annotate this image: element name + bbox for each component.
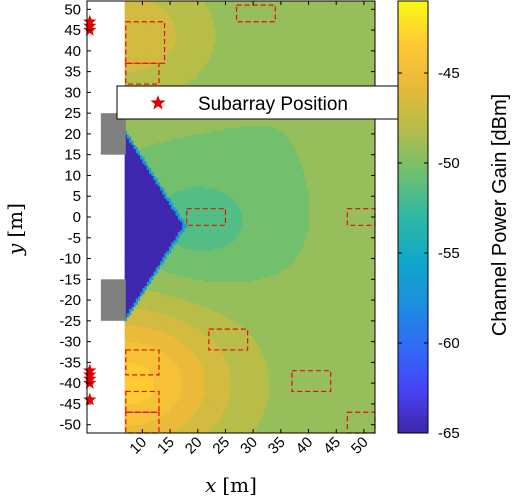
heatmap-cells [125,1,376,434]
